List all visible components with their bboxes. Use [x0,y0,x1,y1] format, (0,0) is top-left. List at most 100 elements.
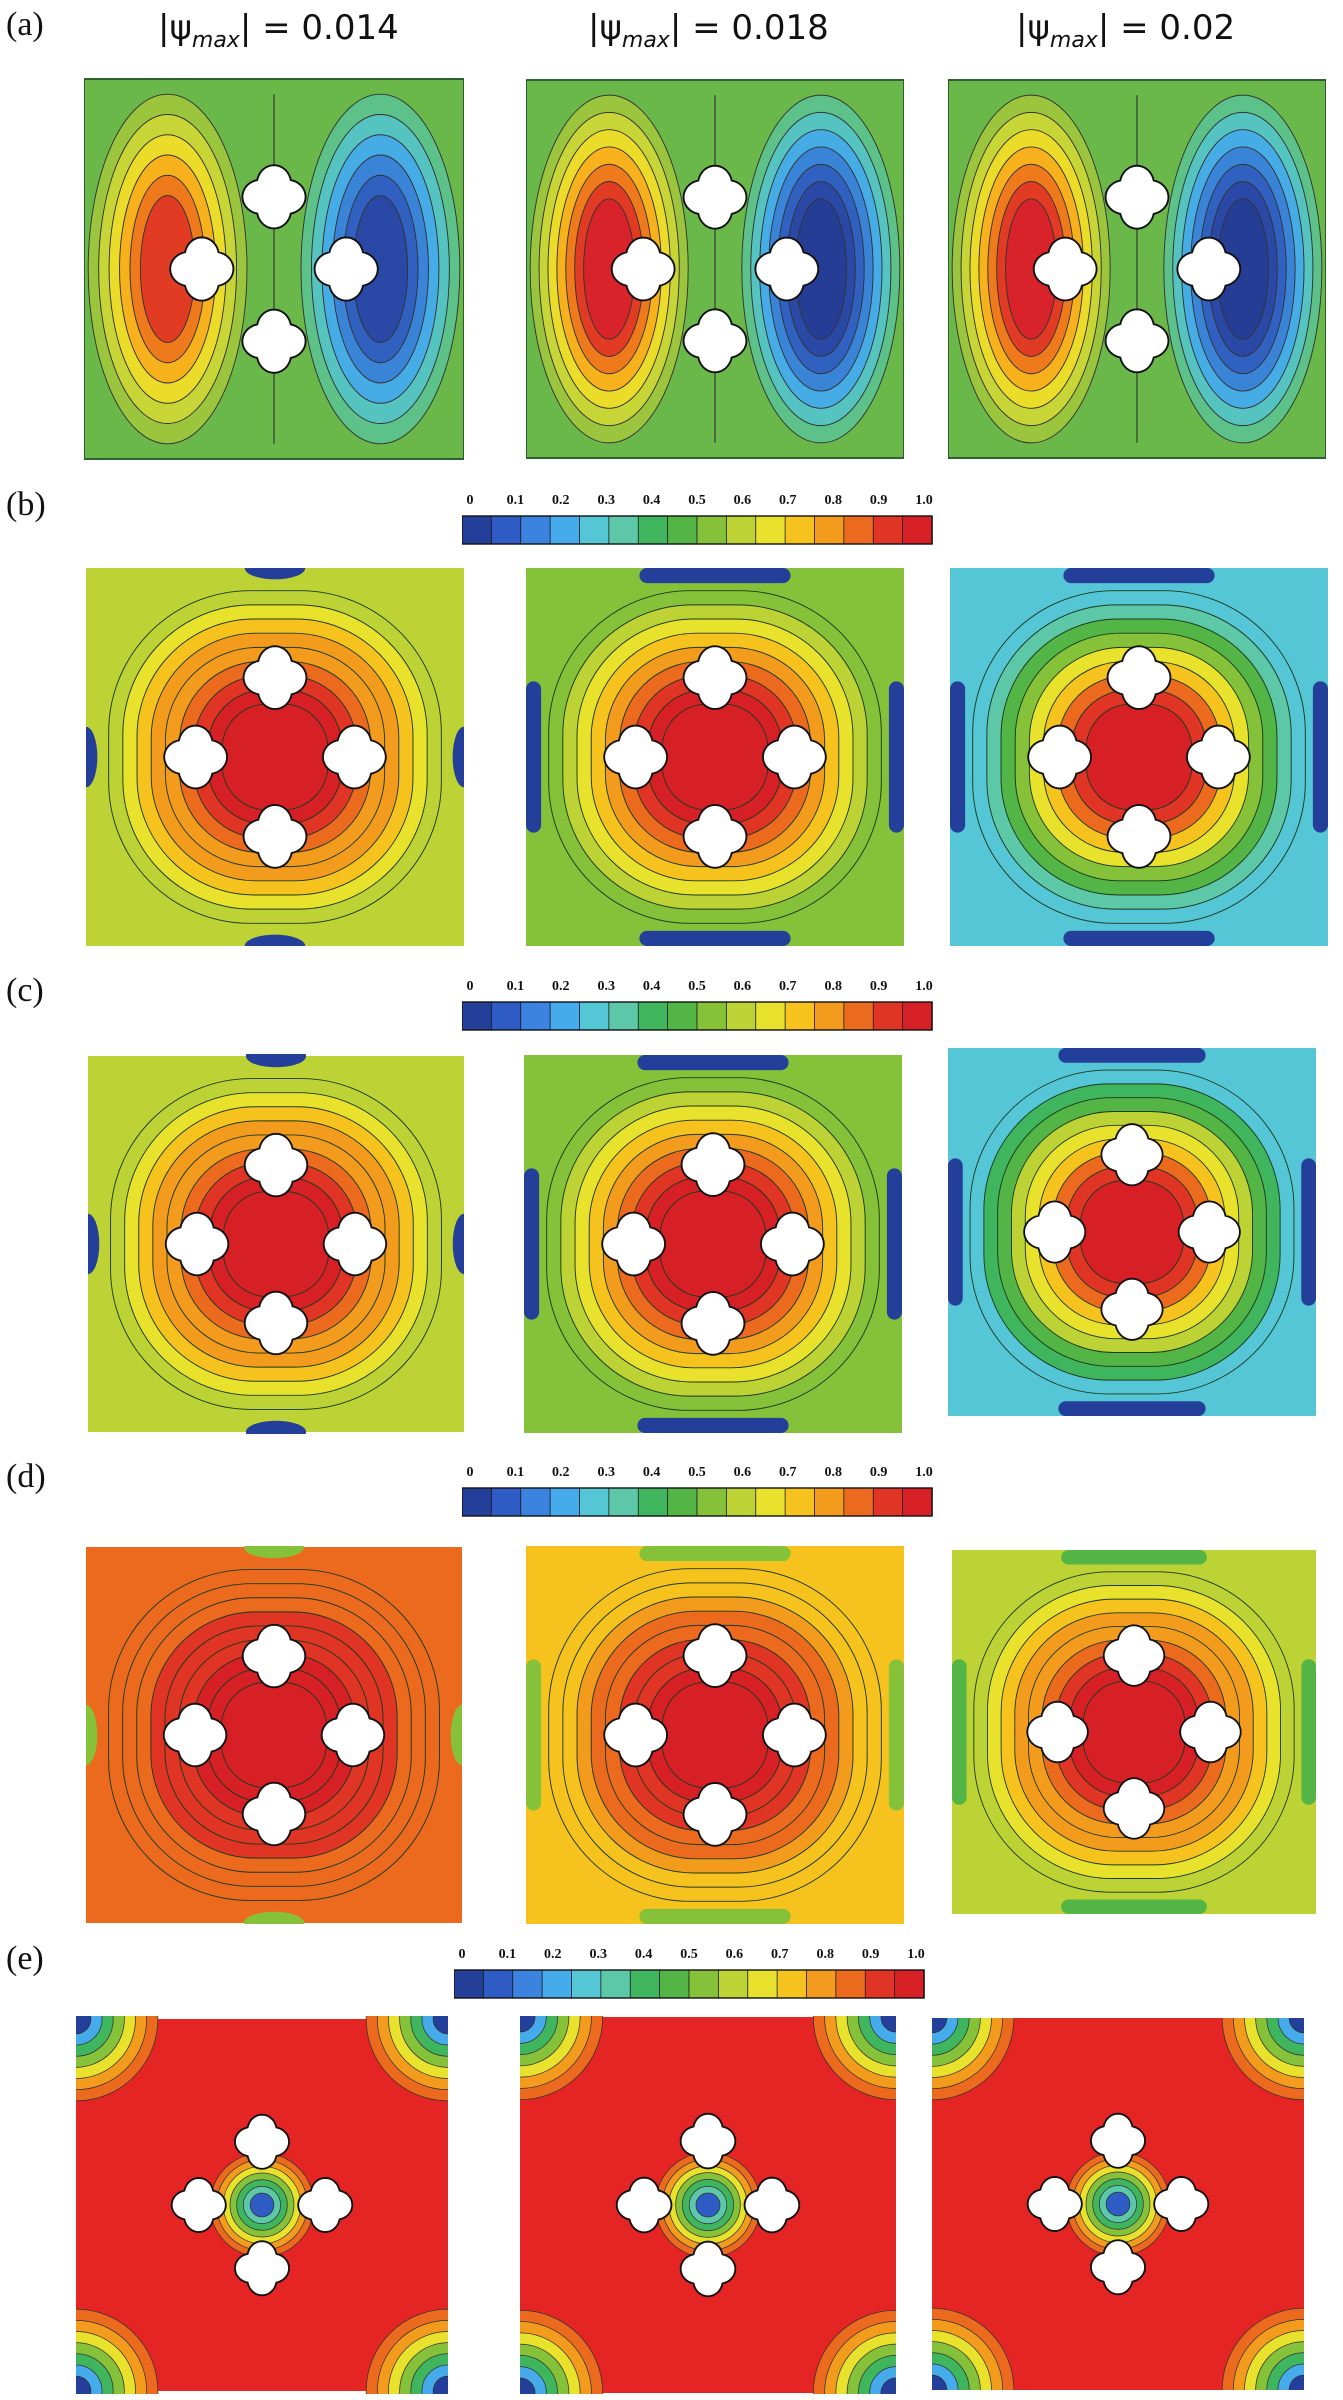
obstacle-icon [682,164,748,230]
colorbar-tick-label: 0.2 [552,979,570,994]
obstacle-icon [754,236,820,302]
obstacle-icon [679,2240,737,2298]
obstacle-icon [320,1702,386,1768]
colorbar-swatch [549,1001,581,1031]
obstacle-icon [759,1211,825,1277]
obstacle-icon [603,724,669,790]
colorbar-tick-label: 0.5 [688,979,706,994]
row-label-d: (d) [6,1458,46,1495]
obstacle-icon [1100,1277,1164,1341]
obstacle-icon [1177,1200,1241,1264]
colorbar-swatch [462,515,493,545]
obstacle-icon [1100,1123,1164,1187]
obstacle-icon [1153,2175,1210,2233]
obstacle-icon [297,2176,354,2234]
obstacle-icon [1104,164,1170,230]
contour-panel-d3 [952,1550,1316,1914]
colorbar-tick-label: 1.0 [915,979,933,994]
colorbar-tick-label: 0.6 [734,493,752,508]
contour-panel-a1 [84,78,464,460]
colorbar-tick-label: 0.1 [507,1465,525,1480]
colorbar-swatch [659,1969,690,1999]
contour-panel-a3 [948,79,1326,459]
row-label-b: (b) [6,486,46,523]
colorbar-swatch [864,1969,896,1999]
colorbar-swatch [725,515,757,545]
colorbar-swatch [637,515,669,545]
colorbar-swatch [776,1969,808,1999]
column-header-1: |ψmax| = 0.014 [158,8,399,53]
colorbar-swatch [520,515,551,545]
obstacle-icon [162,1702,228,1768]
obstacle-icon [241,1781,307,1847]
colorbar-swatch [490,1487,522,1517]
obstacle-icon [170,2176,227,2234]
obstacle-icon [1023,1200,1087,1264]
colorbar-tick-label: 0.8 [824,979,842,994]
colorbar-tick-label: 0.8 [816,1947,834,1962]
colorbar-tick-label: 0.6 [734,979,752,994]
colorbar-swatch [894,1969,925,1999]
contour-panel-a2 [526,79,904,459]
obstacle-icon [603,1702,669,1768]
obstacle-icon [242,803,308,869]
contour-panel-e1 [76,2016,448,2394]
obstacle-icon [242,645,308,711]
colorbar-swatch [579,1001,610,1031]
obstacle-icon [1102,1777,1166,1840]
contour-panel-e3 [932,2018,1304,2390]
row-label-a: (a) [6,6,44,43]
colorbar-tick-label: 0.8 [824,493,842,508]
obstacle-icon [163,724,229,790]
colorbar-b: 0 0.1 0.2 0.3 0.4 0.5 0.6 0.7 0.8 0.9 1.0 [462,493,933,545]
colorbar-tick-label: 0.4 [643,979,661,994]
colorbar-swatch [462,1001,493,1031]
obstacle-icon [601,1211,667,1277]
contour-panel-c3 [948,1048,1316,1416]
obstacle-icon [164,1211,230,1277]
colorbar-tick-label: 0 [459,1947,466,1962]
colorbar-swatch [667,1487,698,1517]
colorbar-swatch [520,1487,551,1517]
obstacle-icon [169,236,235,302]
colorbar-swatch [725,1487,757,1517]
colorbar-swatch [637,1487,669,1517]
colorbar-tick-label: 0.4 [643,493,661,508]
obstacle-icon [682,803,748,869]
colorbar-tick-label: 0.7 [779,979,797,994]
obstacle-icon [610,236,676,302]
colorbar-swatch [667,1001,698,1031]
column-header-2: |ψmax| = 0.018 [588,8,829,53]
obstacle-icon [1089,2112,1147,2169]
row-label-e: (e) [6,1940,44,1977]
colorbar-swatch [717,1969,749,1999]
colorbar-swatch [806,1969,837,1999]
colorbar-c: 0 0.1 0.2 0.3 0.4 0.5 0.6 0.7 0.8 0.9 1.0 [462,979,933,1031]
colorbar-swatch [872,1487,904,1517]
obstacle-icon [233,2113,291,2170]
colorbar-tick-label: 0.5 [688,493,706,508]
colorbar-tick-label: 0.1 [507,979,525,994]
contour-panel-e2 [520,2016,896,2394]
colorbar-swatch [490,515,522,545]
colorbar-tick-label: 0.1 [499,1947,517,1962]
colorbar-tick-label: 0.9 [870,493,888,508]
colorbar-swatch [520,1001,551,1031]
obstacle-icon [1089,2239,1147,2296]
colorbar-swatch [571,1969,602,1999]
colorbar-tick-label: 0.5 [680,1947,698,1962]
colorbar-swatch [667,515,698,545]
obstacle-icon [243,1132,309,1198]
colorbar-tick-label: 0.9 [870,1465,888,1480]
obstacle-icon [1102,1624,1166,1687]
colorbar-tick-label: 0.4 [643,1465,661,1480]
colorbar-tick-label: 0.9 [870,979,888,994]
obstacle-icon [1179,1700,1242,1764]
colorbar-d: 0 0.1 0.2 0.3 0.4 0.5 0.6 0.7 0.8 0.9 1.0 [462,1465,933,1517]
obstacle-icon [682,308,748,374]
colorbar-swatch [579,515,610,545]
colorbar-swatch [600,1969,631,1999]
colorbar-swatch [835,1969,866,1999]
colorbar-tick-label: 0.2 [552,493,570,508]
colorbar-swatch [490,1001,522,1031]
